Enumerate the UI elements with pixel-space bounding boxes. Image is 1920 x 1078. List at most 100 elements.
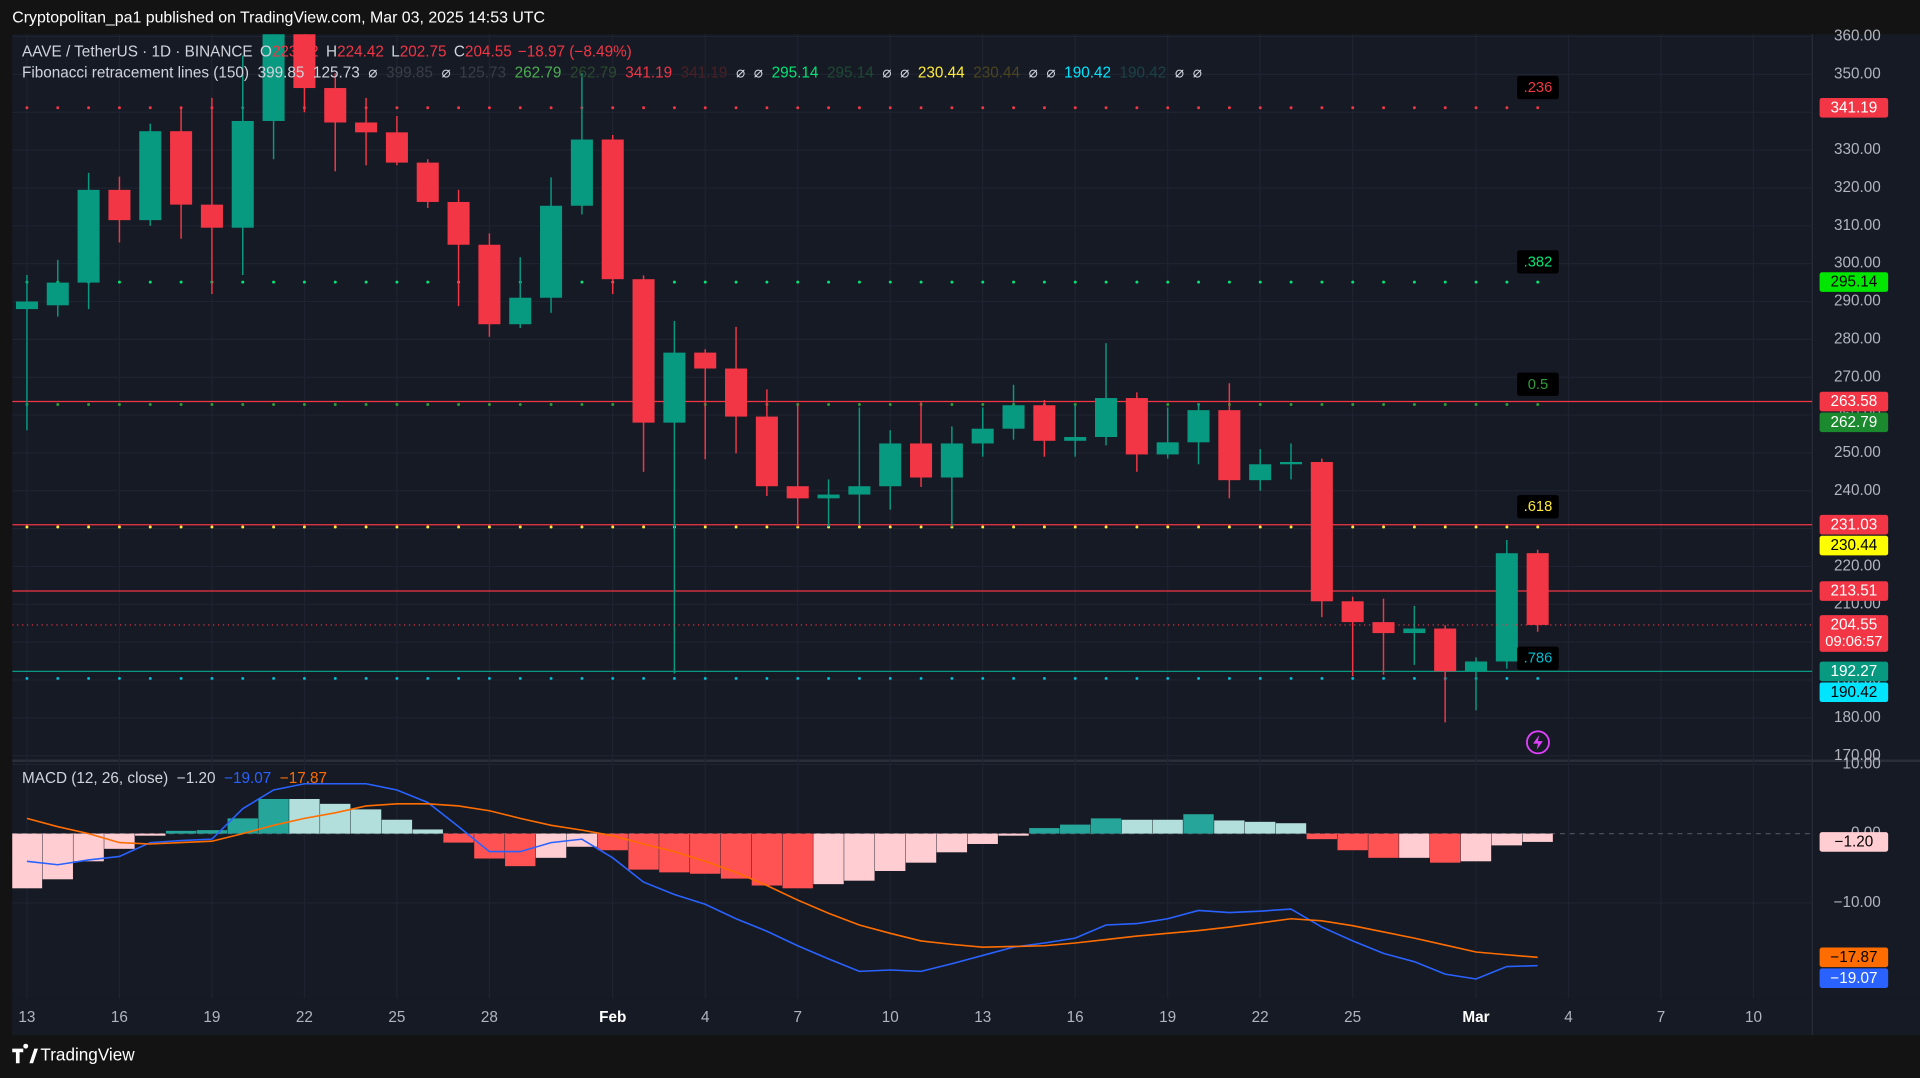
fib-label-box (1517, 75, 1559, 100)
candle-body (77, 189, 100, 283)
candle-body (1002, 405, 1025, 429)
candle-body (262, 34, 285, 121)
legend-title: AAVE / TetherUS · 1D · BINANCE O223.52 H22… (22, 44, 632, 61)
fib-label-box (1517, 646, 1559, 670)
fib-legend-value: ⌀ (368, 65, 377, 82)
candle-body (139, 131, 162, 221)
histogram-bar (813, 833, 844, 885)
macd-legend-value: −19.07 (224, 770, 271, 787)
candle-body (1464, 661, 1488, 672)
histogram-bar (196, 830, 228, 834)
x-tick-label: 19 (203, 1009, 220, 1026)
candle-body (509, 297, 532, 325)
candle-body (1434, 628, 1457, 672)
histogram-bar (73, 833, 104, 862)
histogram-bar (875, 833, 906, 871)
time-axis (12, 998, 1920, 1036)
price-tag (1819, 615, 1889, 652)
x-tick-label: 4 (1564, 1009, 1573, 1026)
histogram-bar (443, 833, 474, 843)
price-tag (1819, 581, 1889, 601)
fib-legend-value: ⌀ (754, 65, 763, 82)
candle-body (1156, 442, 1179, 455)
price-tag-label: 204.55 (1830, 617, 1877, 634)
y-tick-label: 320.00 (1834, 179, 1881, 196)
histogram-bar (1460, 833, 1492, 862)
price-tag-label: −19.07 (1830, 970, 1877, 987)
histogram-bar (104, 833, 135, 849)
candle-body (1403, 628, 1426, 634)
histogram-bar (350, 809, 382, 834)
published-note: Cryptopolitan_pa1 published on TradingVi… (12, 10, 545, 27)
fib-legend-value: ⌀ (1046, 65, 1055, 82)
histogram-bar (720, 833, 752, 879)
candle-body (663, 352, 686, 423)
price-tag (1819, 391, 1889, 412)
x-tick-label: 16 (1067, 1009, 1084, 1026)
price-tag (1819, 97, 1889, 118)
ohlc-letter: L (391, 44, 400, 61)
histogram-bar (659, 833, 690, 873)
y-tick-label: −10.00 (1834, 894, 1881, 911)
histogram-bar (628, 833, 659, 870)
price-tag (1819, 412, 1889, 433)
candle-body (570, 139, 593, 206)
ohlc-value: 224.42 (337, 44, 384, 61)
x-tick-label: 7 (1657, 1009, 1666, 1026)
histogram-bar (135, 833, 166, 836)
histogram-bar (1368, 833, 1399, 858)
histogram-bar (42, 833, 73, 880)
x-tick-label: 19 (1159, 1009, 1176, 1026)
histogram-bar (165, 830, 197, 834)
fib-legend-value: ⌀ (1029, 65, 1038, 82)
macd-pane (12, 761, 1920, 999)
fib-label: .382 (1524, 254, 1553, 270)
x-tick-label: 4 (701, 1009, 710, 1026)
price-tag-label: 213.51 (1830, 583, 1877, 600)
histogram-bar (1090, 818, 1122, 834)
ohlc-value: 223.52 (272, 44, 319, 61)
macd-line (26, 803, 1538, 959)
price-tag-label: 231.03 (1830, 516, 1877, 533)
price-tag-label: 192.27 (1830, 663, 1877, 680)
candle-body (632, 279, 655, 423)
x-tick-label: 22 (296, 1009, 313, 1026)
candle-body (940, 443, 963, 478)
candle-body (725, 368, 748, 417)
y-tick-label: 170.00 (1834, 747, 1881, 764)
price-tag (1819, 947, 1889, 968)
macd-legend: MACD (12, 26, close) −1.20 −19.07 −17.87 (22, 770, 327, 787)
candle-body (108, 189, 131, 221)
candle-body (200, 204, 223, 228)
y-tick-label: 270.00 (1834, 368, 1881, 385)
fib-legend-value: 262.79 (515, 65, 562, 82)
price-tag (1819, 514, 1889, 535)
price-tag-label: 263.58 (1830, 393, 1877, 410)
histogram-bar (381, 819, 413, 834)
candle-body (1218, 410, 1241, 481)
price-tag-label: 295.14 (1830, 274, 1877, 291)
candle-body (1033, 405, 1056, 441)
candle-body (540, 205, 563, 298)
histogram-bar (1429, 833, 1461, 863)
overlay: .236 .382 0.5 .618 .786 AAVE / TetherUS · 1D … (22, 44, 1559, 787)
fib-title: Fibonacci retracement lines (150) (22, 65, 249, 82)
candle-body (15, 301, 38, 310)
y-tick-label: 220.00 (1834, 558, 1881, 575)
histogram-bar (1399, 833, 1430, 858)
ohlc-value: 204.55 (465, 44, 512, 61)
candle-body (755, 416, 778, 487)
x-tick-label: 25 (388, 1009, 405, 1026)
macd-marks (12, 782, 1553, 980)
histogram-bar (12, 833, 43, 889)
histogram-bar (1029, 828, 1060, 834)
fib-legend-value: 230.44 (918, 65, 965, 82)
fib-legend-value: 262.79 (570, 65, 617, 82)
candle-body (1125, 398, 1148, 455)
fib-legend-value: 190.42 (1120, 65, 1167, 82)
histogram-bar (1306, 833, 1338, 840)
histogram-bar (1183, 814, 1214, 834)
y-tick-label: 180.00 (1834, 709, 1881, 726)
brand-name: TradingView (40, 1044, 135, 1064)
fib-legend-value: ⌀ (441, 65, 450, 82)
